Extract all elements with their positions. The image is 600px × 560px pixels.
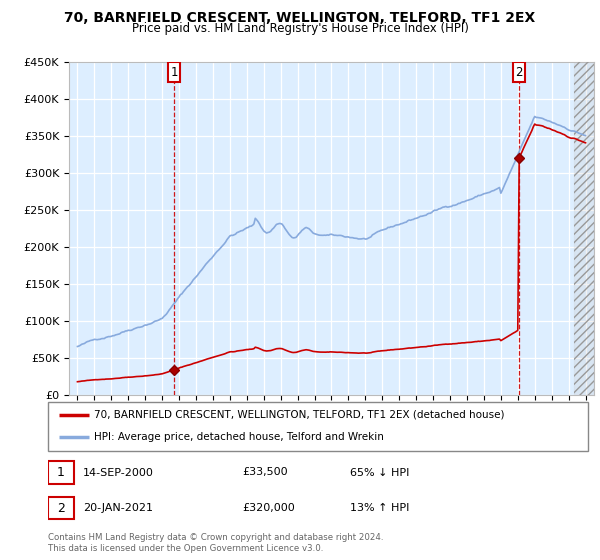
Text: 1: 1 bbox=[170, 66, 178, 79]
Text: 70, BARNFIELD CRESCENT, WELLINGTON, TELFORD, TF1 2EX: 70, BARNFIELD CRESCENT, WELLINGTON, TELF… bbox=[64, 11, 536, 25]
Text: 65% ↓ HPI: 65% ↓ HPI bbox=[350, 468, 410, 478]
Text: £33,500: £33,500 bbox=[242, 468, 288, 478]
Text: HPI: Average price, detached house, Telford and Wrekin: HPI: Average price, detached house, Telf… bbox=[94, 432, 384, 442]
Text: £320,000: £320,000 bbox=[242, 503, 295, 513]
Text: 20-JAN-2021: 20-JAN-2021 bbox=[83, 503, 153, 513]
FancyBboxPatch shape bbox=[48, 402, 588, 451]
FancyBboxPatch shape bbox=[513, 62, 524, 82]
Bar bbox=[574, 62, 594, 395]
Text: 2: 2 bbox=[57, 502, 65, 515]
Text: Contains HM Land Registry data © Crown copyright and database right 2024.
This d: Contains HM Land Registry data © Crown c… bbox=[48, 533, 383, 553]
Text: 2: 2 bbox=[515, 66, 523, 79]
Text: 70, BARNFIELD CRESCENT, WELLINGTON, TELFORD, TF1 2EX (detached house): 70, BARNFIELD CRESCENT, WELLINGTON, TELF… bbox=[94, 410, 505, 420]
Text: 14-SEP-2000: 14-SEP-2000 bbox=[83, 468, 154, 478]
Text: 1: 1 bbox=[57, 466, 65, 479]
Text: Price paid vs. HM Land Registry's House Price Index (HPI): Price paid vs. HM Land Registry's House … bbox=[131, 22, 469, 35]
FancyBboxPatch shape bbox=[48, 497, 74, 519]
FancyBboxPatch shape bbox=[168, 62, 180, 82]
Text: 13% ↑ HPI: 13% ↑ HPI bbox=[350, 503, 410, 513]
FancyBboxPatch shape bbox=[48, 461, 74, 484]
